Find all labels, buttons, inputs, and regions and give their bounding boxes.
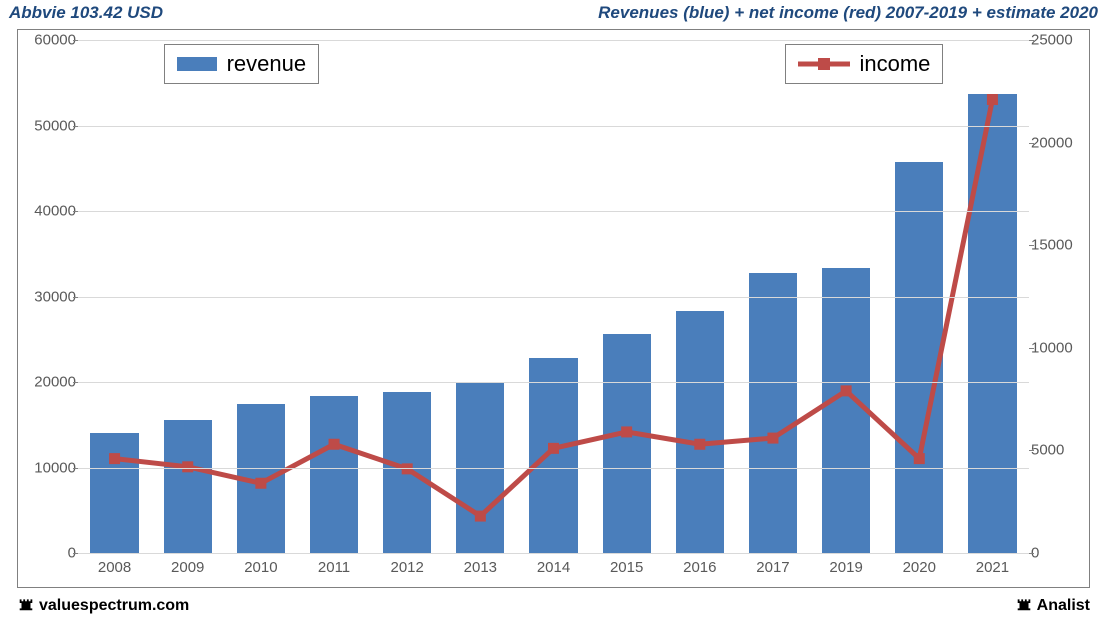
revenue-bar (895, 162, 943, 553)
x-tick-label: 2008 (98, 559, 131, 576)
x-tick-label: 2021 (976, 559, 1009, 576)
x-tick-label: 2013 (464, 559, 497, 576)
legend-revenue-swatch (177, 57, 217, 71)
x-tick-label: 2019 (829, 559, 862, 576)
x-tick-label: 2016 (683, 559, 716, 576)
y-right-tick-label: 15000 (1031, 237, 1085, 254)
legend-revenue: revenue (164, 44, 320, 84)
x-tick-label: 2011 (318, 559, 350, 576)
revenue-bar (90, 433, 138, 553)
revenue-bar (164, 420, 212, 553)
revenue-bar (383, 392, 431, 553)
y-left-tick-label: 60000 (22, 32, 76, 49)
legend-revenue-label: revenue (227, 51, 307, 77)
bars-layer (78, 40, 1029, 553)
y-left-tick-label: 30000 (22, 288, 76, 305)
revenue-bar (310, 396, 358, 553)
rook-icon (17, 594, 35, 612)
plot-border: 0 10000 20000 30000 40000 50000 60000 0 5000 100… (17, 29, 1090, 588)
revenue-bar (529, 358, 577, 553)
y-left-tick-label: 20000 (22, 374, 76, 391)
y-right-tick-label: 0 (1031, 545, 1085, 562)
revenue-bar (237, 404, 285, 553)
y-left-tick-label: 40000 (22, 203, 76, 220)
footer-left-text: valuespectrum.com (39, 597, 189, 614)
x-tick-label: 2017 (756, 559, 789, 576)
x-tick-label: 2020 (903, 559, 936, 576)
revenue-bar (676, 311, 724, 553)
y-left-tick-label: 10000 (22, 459, 76, 476)
y-right-tick-label: 5000 (1031, 442, 1085, 459)
revenue-bar (456, 382, 504, 553)
y-right-tick-label: 10000 (1031, 339, 1085, 356)
chart-footer: valuespectrum.com Analist (17, 592, 1090, 616)
y-right-tick-label: 20000 (1031, 134, 1085, 151)
x-tick-label: 2009 (171, 559, 204, 576)
revenue-bar (968, 94, 1016, 553)
revenue-bar (603, 334, 651, 553)
revenue-bar (822, 268, 870, 553)
y-right-tick-label: 25000 (1031, 32, 1085, 49)
gridline (78, 553, 1029, 554)
x-tick-label: 2015 (610, 559, 643, 576)
header-right: Revenues (blue) + net income (red) 2007-… (598, 3, 1098, 23)
legend-income: income (785, 44, 944, 84)
revenue-bar (749, 273, 797, 553)
plot-area (78, 40, 1029, 553)
rook-icon (1015, 594, 1033, 612)
footer-right: Analist (1015, 594, 1090, 615)
x-tick-label: 2012 (391, 559, 424, 576)
x-tick-label: 2010 (244, 559, 277, 576)
y-left-tick-label: 50000 (22, 117, 76, 134)
chart-frame: Abbvie 103.42 USD Revenues (blue) + net … (3, 3, 1104, 620)
chart-header: Abbvie 103.42 USD Revenues (blue) + net … (3, 3, 1104, 27)
footer-right-text: Analist (1037, 597, 1090, 614)
x-tick-label: 2014 (537, 559, 570, 576)
y-left-tick-label: 0 (22, 545, 76, 562)
legend-income-label: income (860, 51, 931, 77)
legend-income-swatch (798, 53, 850, 75)
header-left: Abbvie 103.42 USD (9, 3, 163, 23)
footer-left: valuespectrum.com (17, 594, 189, 615)
